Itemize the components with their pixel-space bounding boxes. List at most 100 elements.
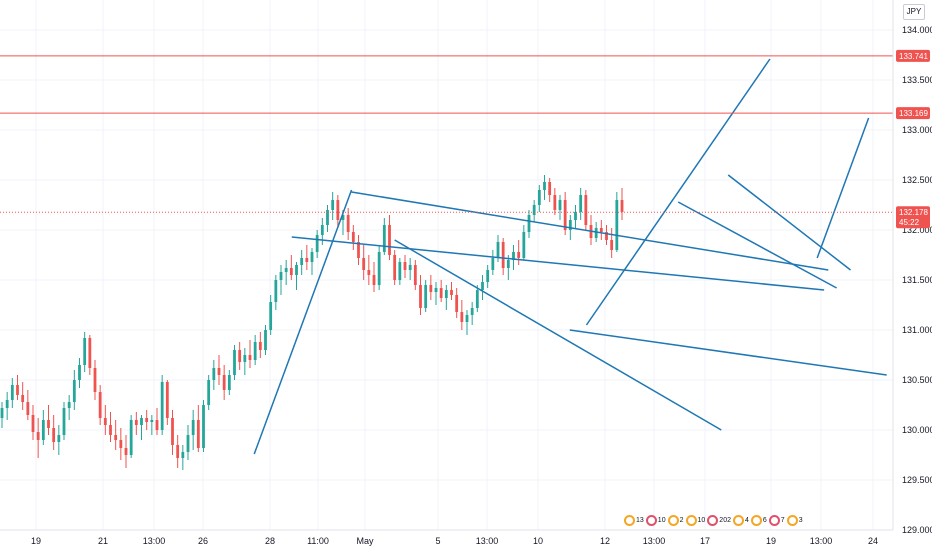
event-marker[interactable]: 2	[667, 512, 684, 528]
candle-body	[346, 215, 350, 232]
x-tick-label: 19	[31, 536, 41, 546]
x-tick-label: 11:00	[307, 536, 329, 546]
event-count: 4	[744, 516, 749, 524]
candle-body	[393, 255, 397, 280]
candle-body	[610, 240, 614, 250]
candle-body	[382, 225, 386, 252]
candle-body	[155, 420, 159, 430]
candle-body	[501, 242, 505, 268]
candle-body	[579, 195, 583, 212]
trend-line[interactable]	[585, 58, 771, 326]
trend-line[interactable]	[291, 236, 825, 291]
candle-body	[491, 258, 495, 270]
currency-label[interactable]: JPY	[903, 4, 925, 20]
x-tick-label: 17	[700, 536, 710, 546]
candle-body	[553, 195, 557, 210]
trend-line[interactable]	[351, 191, 829, 271]
y-tick-label: 132.500	[902, 175, 932, 185]
candle-body	[377, 252, 381, 285]
candle-body	[388, 225, 391, 255]
event-count: 202	[719, 516, 731, 524]
candle-body	[5, 400, 9, 408]
event-marker[interactable]: 6	[750, 512, 767, 528]
candle-body	[398, 262, 402, 280]
candle-body	[532, 205, 536, 215]
event-marker[interactable]: 10	[685, 512, 705, 528]
candle-body	[67, 402, 71, 408]
candle-body	[326, 210, 329, 225]
candle-body	[320, 225, 324, 235]
x-tick-label: 13:00	[810, 536, 833, 546]
event-marker[interactable]: 4	[732, 512, 749, 528]
candle-body	[460, 312, 464, 322]
candle-body	[615, 200, 619, 250]
candle-body	[129, 420, 133, 455]
candle-body	[341, 215, 345, 220]
candle-body	[181, 452, 185, 458]
trend-line[interactable]	[569, 329, 887, 376]
candle-body	[284, 268, 288, 272]
candle-body	[243, 355, 247, 362]
trend-line[interactable]	[816, 117, 870, 259]
trend-line[interactable]	[253, 189, 353, 455]
candle-body	[548, 182, 552, 195]
event-marker[interactable]: 202	[707, 512, 731, 528]
candle-body	[512, 252, 515, 260]
candle-body	[315, 235, 319, 252]
candle-body	[517, 252, 521, 258]
y-tick-label: 131.000	[902, 325, 932, 335]
x-tick-label: 28	[265, 536, 275, 546]
candle-body	[486, 270, 490, 282]
horizontal-levels	[0, 55, 893, 213]
event-marker[interactable]: 7	[768, 512, 785, 528]
candle-body	[0, 408, 4, 418]
candle-body	[403, 262, 407, 270]
candle-body	[16, 385, 19, 395]
candle-body	[171, 418, 174, 445]
trend-line[interactable]	[727, 174, 852, 271]
candle-body	[222, 375, 226, 390]
level-badge-label: 133.169	[899, 109, 928, 118]
candle-body	[429, 285, 433, 292]
candle-body	[258, 342, 262, 350]
candle-body	[202, 405, 205, 448]
candle-body	[21, 395, 25, 402]
candle-body	[310, 252, 314, 262]
level-badge	[896, 107, 930, 120]
candle-body	[594, 228, 598, 238]
candle-body	[444, 290, 448, 298]
candle-body	[52, 428, 56, 442]
event-icon	[645, 514, 657, 526]
candle-body	[563, 200, 567, 230]
candle-body	[558, 200, 562, 210]
event-icon	[624, 514, 635, 526]
event-icon	[685, 514, 697, 526]
candle-body	[367, 270, 371, 275]
candle-body	[227, 375, 231, 390]
candle-body	[191, 420, 195, 435]
x-tick-label: 26	[198, 536, 208, 546]
x-tick-label: 13:00	[643, 536, 666, 546]
trend-line[interactable]	[677, 201, 837, 289]
candle-body	[336, 200, 340, 220]
last-price-label: 132.178	[899, 208, 928, 217]
candle-body	[568, 220, 572, 230]
candle-body	[196, 420, 200, 448]
candle-body	[238, 350, 242, 362]
candle-body	[295, 265, 298, 275]
candle-body	[78, 365, 81, 380]
candle-body	[176, 445, 180, 458]
candle-body	[233, 350, 236, 375]
event-marker[interactable]: 3	[786, 512, 803, 528]
event-marker[interactable]: 13	[624, 512, 644, 528]
candle-body	[424, 285, 428, 308]
candle-body	[537, 190, 541, 205]
candle-body	[212, 368, 216, 380]
event-icon	[667, 514, 679, 526]
event-marker[interactable]: 10	[645, 512, 666, 528]
candle-body	[496, 242, 500, 258]
event-icon	[732, 514, 744, 526]
trend-line[interactable]	[394, 239, 722, 431]
